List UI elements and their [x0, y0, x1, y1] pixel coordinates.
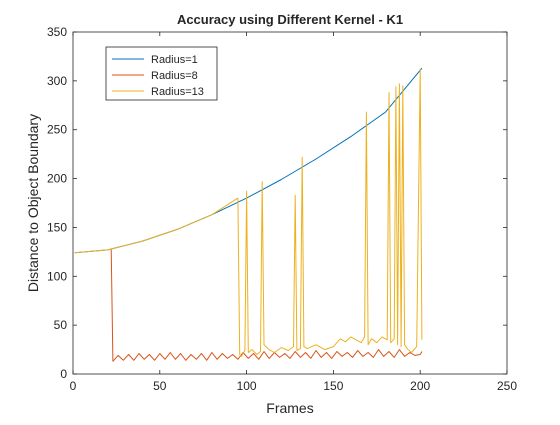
legend-entry-3[interactable]: Radius=13 — [112, 86, 204, 98]
y-tick-label: 250 — [47, 123, 67, 137]
y-tick-label: 150 — [47, 220, 67, 234]
y-tick-label: 0 — [60, 367, 67, 381]
legend-label: Radius=8 — [151, 70, 198, 82]
legend-entry-2[interactable]: Radius=8 — [112, 70, 198, 82]
x-tick-label: 100 — [237, 379, 257, 393]
x-tick-label: 250 — [497, 379, 517, 393]
x-tick-label: 200 — [410, 379, 430, 393]
chart-title: Accuracy using Different Kernel - K1 — [177, 12, 403, 27]
legend-label: Radius=1 — [151, 54, 198, 66]
x-tick-label: 0 — [70, 379, 77, 393]
y-tick-label: 350 — [47, 25, 67, 39]
series-line-3 — [74, 68, 423, 357]
legend-entry-1[interactable]: Radius=1 — [112, 54, 198, 66]
x-tick-label: 150 — [323, 379, 343, 393]
axes-box — [72, 31, 508, 375]
y-axis-label: Distance to Object Boundary — [25, 114, 41, 292]
legend[interactable]: Radius=1 Radius=8 Radius=13 — [105, 46, 218, 101]
y-tick-label: 50 — [54, 318, 68, 332]
y-tick-label: 300 — [47, 74, 67, 88]
series-layer — [74, 67, 423, 362]
tick-layer: 0 50 100 150 200 250 0 50 100 150 200 250 300 350 — [47, 25, 517, 393]
y-tick-label: 100 — [47, 269, 67, 283]
y-tick-label: 200 — [47, 172, 67, 186]
series-line-2 — [110, 248, 423, 362]
x-tick-label: 50 — [153, 379, 167, 393]
legend-label: Radius=13 — [151, 86, 204, 98]
x-axis-label: Frames — [266, 400, 313, 416]
